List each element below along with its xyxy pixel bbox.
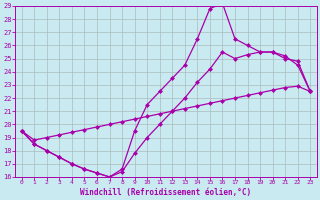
X-axis label: Windchill (Refroidissement éolien,°C): Windchill (Refroidissement éolien,°C) [80, 188, 252, 197]
